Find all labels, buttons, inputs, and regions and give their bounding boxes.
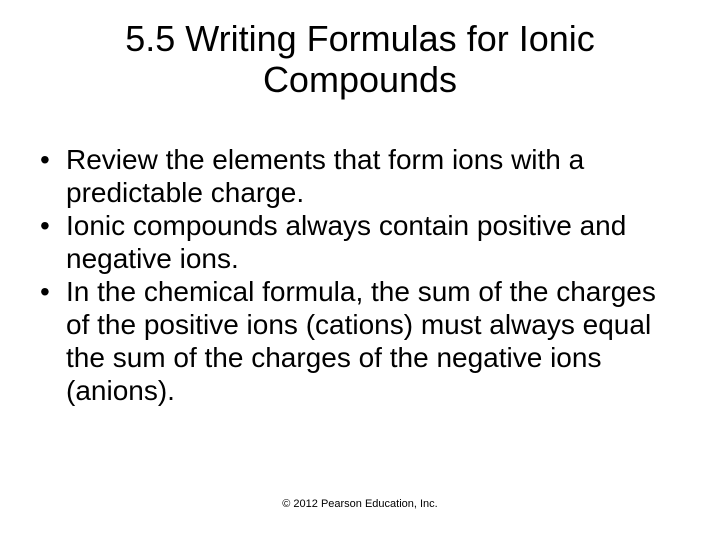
- bullet-list: Review the elements that form ions with …: [24, 143, 696, 407]
- copyright-footer: © 2012 Pearson Education, Inc.: [0, 498, 720, 510]
- list-item: In the chemical formula, the sum of the …: [38, 275, 686, 407]
- slide-title: 5.5 Writing Formulas for Ionic Compounds: [24, 18, 696, 101]
- slide-container: 5.5 Writing Formulas for Ionic Compounds…: [0, 0, 720, 540]
- list-item: Ionic compounds always contain positive …: [38, 209, 686, 275]
- list-item: Review the elements that form ions with …: [38, 143, 686, 209]
